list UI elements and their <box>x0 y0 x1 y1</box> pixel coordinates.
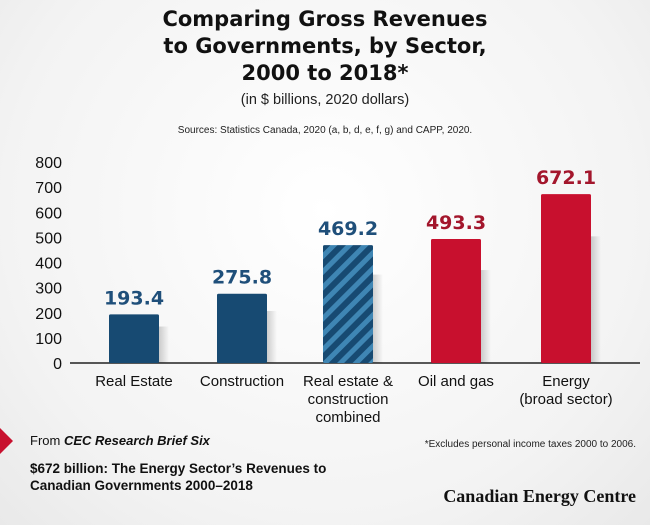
value-label: 469.2 <box>318 218 378 240</box>
y-tick-label: 700 <box>35 180 62 197</box>
x-category-label: (broad sector) <box>519 391 612 408</box>
bar-shadow <box>159 326 169 363</box>
report-title: $672 billion: The Energy Sector’s Revenu… <box>30 461 327 493</box>
sources-note: Sources: Statistics Canada, 2020 (a, b, … <box>177 125 473 136</box>
chart-subtitle: (in $ billions, 2020 dollars) <box>240 92 410 108</box>
arrow-marker-icon <box>0 428 13 454</box>
chart-title-line-2: to Governments, by Sector, <box>163 34 487 58</box>
value-label: 275.8 <box>212 267 272 289</box>
y-tick-label: 800 <box>35 155 62 172</box>
y-tick-label: 100 <box>35 331 62 348</box>
bar-shadow <box>373 274 383 363</box>
x-category-label: combined <box>315 409 380 426</box>
value-label: 672.1 <box>536 167 596 189</box>
y-tick-label: 200 <box>35 306 62 323</box>
chart-title-line-1: Comparing Gross Revenues <box>162 7 488 31</box>
y-tick-label: 0 <box>53 356 62 373</box>
footnote: *Excludes personal income taxes 2000 to … <box>424 439 636 450</box>
x-category-label: Oil and gas <box>418 373 494 390</box>
bars <box>109 194 601 363</box>
from-source-line: From CEC Research Brief Six <box>30 433 210 448</box>
bar-2 <box>323 245 373 363</box>
x-category-label: Construction <box>200 373 284 390</box>
x-category-label: Real Estate <box>95 373 173 390</box>
bar-shadow <box>591 236 601 363</box>
value-label: 493.3 <box>426 212 486 234</box>
x-category-label: Real estate & <box>303 373 393 390</box>
y-tick-label: 500 <box>35 230 62 247</box>
bar-1 <box>217 293 267 363</box>
bar-shadow <box>481 270 491 363</box>
brand-logo-text: Canadian Energy Centre <box>443 486 636 506</box>
from-prefix: From <box>30 433 64 448</box>
bar-0 <box>109 314 159 363</box>
x-axis-categories: Real Estate Construction Real estate &cons… <box>95 373 612 426</box>
x-category-label: Energy <box>542 373 590 390</box>
bar-3 <box>431 239 481 363</box>
bar-4 <box>541 194 591 363</box>
y-tick-label: 300 <box>35 281 62 298</box>
bar-shadow <box>267 311 277 363</box>
x-category-label: construction <box>308 391 389 408</box>
chart-title-line-3: 2000 to 2018* <box>241 61 409 85</box>
from-source: CEC Research Brief Six <box>63 433 210 448</box>
y-tick-label: 400 <box>35 256 62 273</box>
value-label: 193.4 <box>104 287 164 309</box>
y-tick-label: 600 <box>35 205 62 222</box>
value-labels: 193.4 275.8 469.2 493.3 672.1 <box>104 167 596 309</box>
